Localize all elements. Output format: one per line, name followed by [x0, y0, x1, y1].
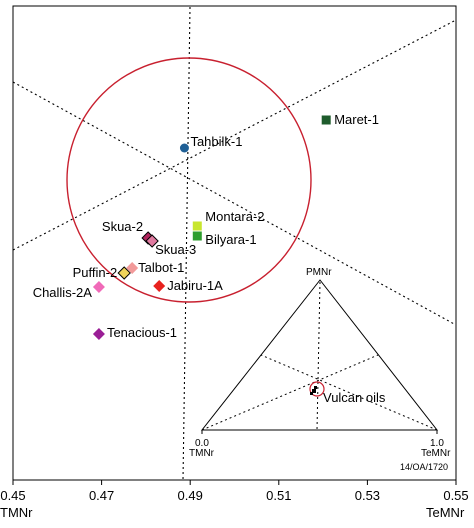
ternary-vulcan-markers — [310, 386, 317, 395]
point-marker-talbot-1 — [126, 262, 139, 274]
point-label-puffin-2: Puffin-2 — [73, 265, 118, 280]
point-label-skua-3: Skua-3 — [155, 242, 196, 257]
point-label-skua-2: Skua-2 — [102, 219, 143, 234]
ternary-median-left — [201, 354, 379, 431]
point-label-talbot-1: Talbot-1 — [138, 260, 184, 275]
plot-frame — [12, 5, 457, 481]
ternary-right-value: 1.0 — [430, 438, 444, 449]
point-marker-maret-1 — [321, 115, 331, 125]
x-tick-label: 0.51 — [266, 488, 291, 503]
point-marker-jabiru-1a — [153, 280, 166, 292]
point-marker-puffin-2 — [117, 266, 131, 280]
point-label-tenacious-1: Tenacious-1 — [107, 325, 177, 340]
point-marker-tenacious-1 — [92, 328, 105, 340]
x-axis-right-label: TeMNr — [426, 505, 465, 520]
point-marker-tahbilk-1 — [179, 143, 189, 153]
main-vertical-line — [182, 6, 191, 481]
ternary-left-value: 0.0 — [195, 438, 209, 449]
x-tick-label: 0.49 — [178, 488, 203, 503]
point-label-jabiru-1a: Jabiru-1A — [167, 278, 223, 293]
ternary-median-right — [260, 354, 438, 431]
ternary-right-label: TeMNr — [421, 448, 451, 459]
ternary-left-label: TMNr — [189, 448, 215, 459]
ternary-vulcan-circle — [309, 381, 325, 397]
point-marker-challis-2a — [92, 281, 105, 293]
point-marker-bilyara-1 — [192, 231, 202, 241]
x-tick-label: 0.45 — [0, 488, 25, 503]
main-circle — [66, 57, 312, 303]
point-label-challis-2a: Challis-2A — [33, 285, 93, 300]
ternary-inset: PMNr 0.0 TMNr 1.0 TeMNr Vulcan oils 14/O… — [189, 267, 451, 472]
x-tick-label: 0.55 — [443, 488, 468, 503]
x-tick-label: 0.47 — [89, 488, 114, 503]
point-label-maret-1: Maret-1 — [334, 112, 379, 127]
ternary-left-ticks — [201, 430, 438, 434]
ternary-vulcan-label: Vulcan oils — [323, 390, 386, 405]
x-axis-left-label: TMNr — [0, 505, 33, 520]
point-marker-montara-2 — [192, 221, 202, 231]
point-label-bilyara-1: Bilyara-1 — [205, 232, 256, 247]
point-label-tahbilk-1: Tahbilk-1 — [190, 134, 242, 149]
main-dotted-lines — [12, 6, 457, 481]
main-diagonal-line-up — [12, 19, 457, 251]
point-marker-skua-3 — [145, 234, 159, 248]
ternary-dotted-lines — [201, 281, 438, 431]
point-label-montara-2: Montara-2 — [205, 209, 264, 224]
ternary-apex-label: PMNr — [306, 267, 332, 278]
data-markers: Maret-1 Tahbilk-1 Montara-2 Bilyara-1 Skua-2… — [33, 112, 379, 340]
footnote: 14/OA/1720 — [400, 462, 448, 472]
main-diagonal-line-down — [12, 81, 457, 326]
x-axis: 0.45 0.47 0.49 0.51 0.53 0.55 — [0, 480, 469, 503]
x-tick-label: 0.53 — [355, 488, 380, 503]
